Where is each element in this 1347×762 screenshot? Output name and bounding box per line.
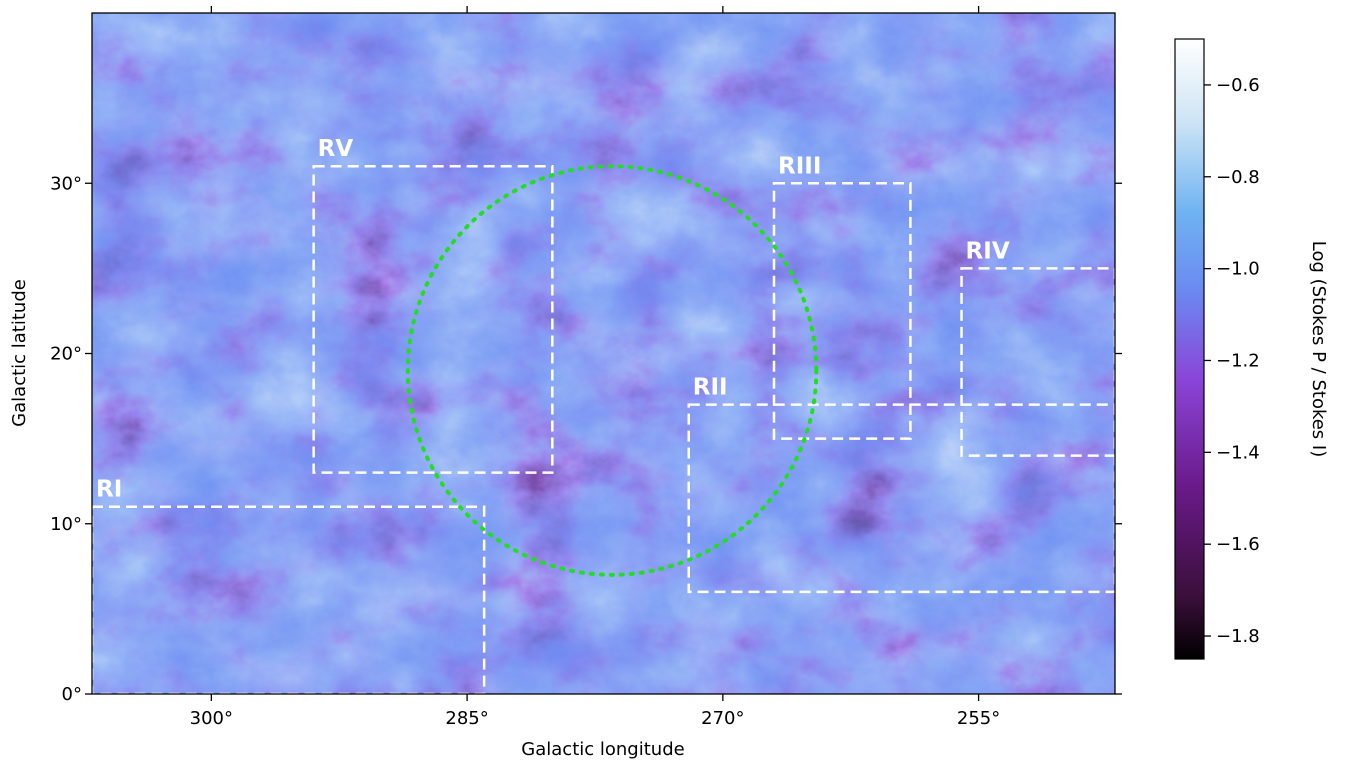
x-tick-label: 285° bbox=[445, 708, 488, 729]
shell-circle bbox=[405, 164, 819, 577]
colorbar-tick-label: −0.6 bbox=[1216, 75, 1260, 96]
region-box-riii bbox=[772, 182, 912, 440]
y-tick-label: 30° bbox=[50, 173, 82, 194]
colorbar-tick-label: −1.0 bbox=[1216, 259, 1260, 280]
colorbar-tick-label: −1.6 bbox=[1216, 534, 1260, 555]
colorbar-tick-label: −1.8 bbox=[1216, 626, 1260, 647]
colorbar: −0.6 −0.8 −1.0 −1.2 −1.4 −1.6 −1.8 Log (Stokes… bbox=[1174, 38, 1329, 660]
x-tick-label: 300° bbox=[190, 708, 233, 729]
colorbar-tick-label: −1.2 bbox=[1216, 350, 1260, 371]
x-tick-label: 270° bbox=[701, 708, 744, 729]
colorbar-gradient bbox=[1174, 38, 1205, 660]
y-tick-label: 10° bbox=[50, 514, 82, 535]
polarization-map: RI RII RIII RIV RV bbox=[92, 13, 1115, 694]
region-label-ri: RI bbox=[96, 477, 122, 503]
region-label-rv: RV bbox=[318, 136, 354, 162]
colorbar-tick-label: −0.8 bbox=[1216, 167, 1260, 188]
region-label-riv: RIV bbox=[966, 238, 1010, 264]
y-tick-label: 0° bbox=[62, 684, 82, 705]
region-box-ri bbox=[92, 505, 486, 694]
region-boxes: RI RII RIII RIV RV bbox=[92, 136, 1115, 694]
region-box-rii bbox=[687, 403, 1115, 594]
region-label-riii: RIII bbox=[778, 153, 821, 179]
y-axis-ticks: 0° 10° 20° 30° bbox=[50, 173, 1122, 705]
y-axis-label: Galactic latitude bbox=[9, 279, 30, 427]
x-tick-label: 255° bbox=[957, 708, 1000, 729]
region-label-rii: RII bbox=[693, 375, 728, 401]
region-box-rv bbox=[312, 164, 554, 474]
colorbar-label: Log (Stokes P / Stokes I) bbox=[1308, 241, 1329, 458]
y-tick-label: 20° bbox=[50, 344, 82, 365]
x-axis-label: Galactic longitude bbox=[521, 739, 684, 760]
colorbar-ticks: −0.6 −0.8 −1.0 −1.2 −1.4 −1.6 −1.8 bbox=[1204, 75, 1260, 647]
x-axis-ticks: 300° 285° 270° 255° bbox=[190, 6, 1000, 729]
colorbar-tick-label: −1.4 bbox=[1216, 442, 1260, 463]
